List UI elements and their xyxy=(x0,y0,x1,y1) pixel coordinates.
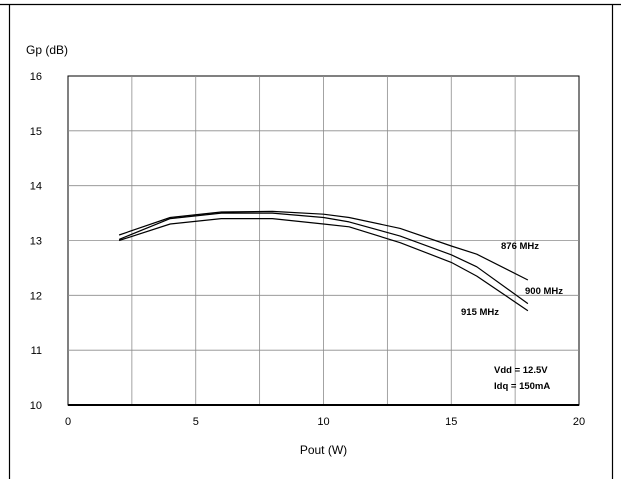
series-label-915: 915 MHz xyxy=(461,307,499,318)
x-tick-label: 10 xyxy=(317,416,329,428)
y-tick-label: 16 xyxy=(30,71,42,83)
series-label-876: 876 MHz xyxy=(501,241,539,252)
gridlines xyxy=(68,76,579,405)
y-tick-label: 15 xyxy=(30,126,42,138)
y-tick-label: 13 xyxy=(30,236,42,248)
y-tick-label: 10 xyxy=(30,400,42,412)
series-lines xyxy=(118,210,529,312)
x-tick-label: 5 xyxy=(193,416,199,428)
annotation-vdd: Vdd = 12.5V xyxy=(494,365,548,376)
y-tick-label: 11 xyxy=(31,345,42,357)
x-tick-label: 15 xyxy=(445,416,457,428)
y-tick-label: 12 xyxy=(30,290,42,302)
annotation-idq: Idq = 150mA xyxy=(494,381,550,392)
x-tick-label: 20 xyxy=(573,416,585,428)
y-axis-tick-labels: 10 11 12 13 14 15 16 xyxy=(30,71,42,412)
series-line-3 xyxy=(118,218,529,312)
x-axis-title: Pout (W) xyxy=(300,443,347,457)
y-tick-label: 14 xyxy=(30,181,42,193)
series-label-900: 900 MHz xyxy=(525,286,563,297)
x-axis-tick-labels: 0 5 10 15 20 xyxy=(65,416,585,428)
series-line-1 xyxy=(118,210,529,281)
x-tick-label: 0 xyxy=(65,416,71,428)
series-line-2 xyxy=(118,212,529,305)
y-axis-title: Gp (dB) xyxy=(26,43,68,57)
